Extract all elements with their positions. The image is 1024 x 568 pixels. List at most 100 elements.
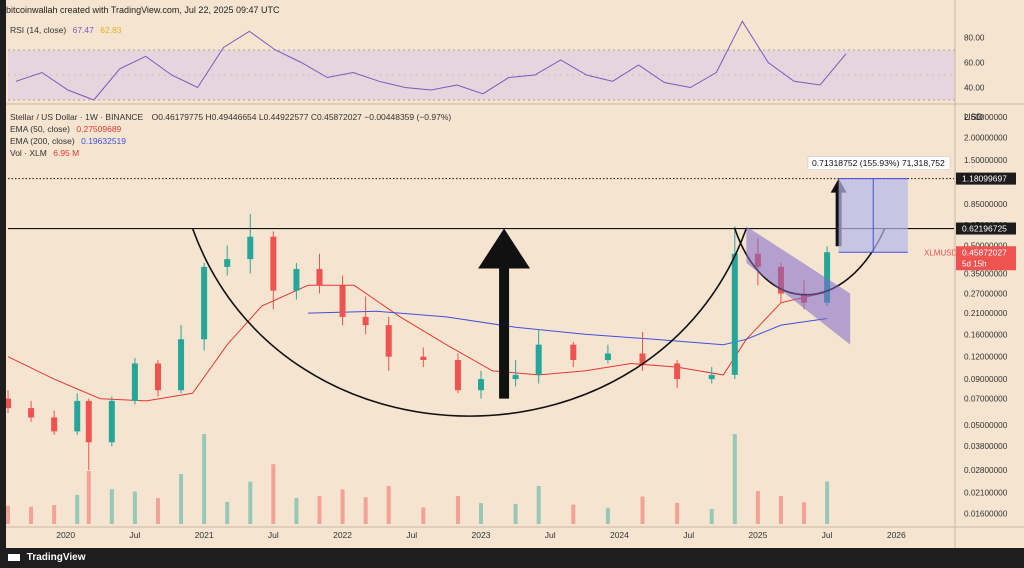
neckline-price-label: 0.62196725 (962, 224, 1007, 234)
currency-label: USD (964, 112, 984, 122)
rsi-tick-label: 40.00 (964, 84, 985, 93)
volume-bar (732, 434, 737, 524)
tradingview-logo[interactable]: TradingView (8, 552, 86, 563)
candle-body (824, 252, 831, 303)
ema200-legend: EMA (200, close) 0.19632519 (10, 136, 126, 146)
volume-bar (571, 504, 576, 524)
candle-body (512, 374, 519, 380)
candle-body (316, 268, 323, 286)
price-tick-label: 0.05000000 (964, 421, 1008, 430)
cup-arc (191, 228, 748, 417)
candle-body (639, 353, 646, 364)
volume-bar (52, 505, 57, 524)
volume-bar (536, 486, 541, 524)
volume-bar (179, 474, 184, 524)
volume-bar (709, 508, 714, 524)
candle-body (247, 236, 254, 260)
candle-body (362, 316, 369, 326)
time-tick-label: 2024 (610, 530, 629, 540)
footer-bar: TradingView (0, 548, 1024, 568)
time-tick-label: 2026 (887, 530, 906, 540)
volume-bar (802, 502, 807, 524)
symbol-title: Stellar / US Dollar · 1W · BINANCE (10, 112, 144, 122)
ema50-value: 0.27509689 (76, 124, 122, 134)
price-tick-label: 0.03800000 (964, 442, 1008, 451)
volume-bar (202, 434, 207, 524)
price-tick-label: 0.21000000 (964, 309, 1008, 318)
volume-bar (294, 498, 299, 524)
time-tick-label: 2022 (333, 530, 352, 540)
volume-legend: Vol · XLM 6.95 M (10, 148, 79, 158)
volume-label: Vol · XLM (10, 148, 47, 158)
candle-body (293, 268, 300, 291)
price-tick-label: 0.35000000 (964, 269, 1008, 278)
rsi-legend: RSI (14, close) 67.47 62.83 (10, 25, 122, 35)
candle-body (85, 400, 92, 443)
volume-bar (340, 489, 345, 524)
volume-bar (640, 496, 645, 524)
ema200-line (307, 310, 828, 346)
falling-channel (746, 226, 851, 345)
price-tick-label: 0.02100000 (964, 488, 1008, 497)
candle-body (28, 408, 35, 418)
chart-canvas[interactable]: 80.00 60.00 40.00 2020 Jul 2021 Jul 2022 Jul 202… (5, 0, 1024, 548)
price-tick-label: 0.27000000 (964, 290, 1008, 299)
candle-body (385, 325, 392, 357)
ema50-line (7, 284, 828, 402)
candle-body (201, 266, 208, 340)
volume-bar (421, 507, 426, 524)
volume-value: 6.95 M (53, 148, 80, 158)
volume-bar (75, 494, 80, 524)
target-price-tag (956, 172, 1016, 185)
chart-panel: 80.00 60.00 40.00 2020 Jul 2021 Jul 2022 Jul 202… (5, 0, 1024, 548)
candle-body (108, 400, 115, 443)
time-tick-label: 2023 (472, 530, 491, 540)
volume-bar (132, 491, 137, 524)
candle-body (454, 359, 461, 391)
candle-body (5, 398, 11, 409)
time-tick-label: 2020 (56, 530, 75, 540)
time-tick-label: Jul (683, 530, 694, 540)
volume-bar (513, 503, 518, 524)
volume-bar (363, 497, 368, 524)
volume-bar (225, 501, 230, 524)
price-tick-label: 2.60000000 (964, 113, 1008, 122)
current-price-tag (956, 246, 1016, 271)
price-tick-label: 2.00000000 (964, 134, 1008, 143)
rsi-tick-label: 80.00 (964, 34, 985, 43)
price-tick-label: 0.85000000 (964, 200, 1008, 209)
candle-body (708, 374, 715, 380)
volume-bar (386, 486, 391, 524)
volume-bar (109, 489, 114, 524)
rsi-label: RSI (14, close) (10, 25, 67, 35)
candle-body (131, 363, 138, 401)
volume-bar (317, 496, 322, 524)
price-tick-label: 0.02800000 (964, 466, 1008, 475)
time-tick-label: Jul (822, 530, 833, 540)
ema200-label: EMA (200, close) (10, 136, 75, 146)
volume-bar (755, 491, 760, 524)
time-tick-label: 2025 (748, 530, 767, 540)
volume-bar (825, 481, 830, 524)
breakout-arrow (478, 228, 531, 399)
time-tick-label: Jul (268, 530, 279, 540)
symbol-legend: Stellar / US Dollar · 1W · BINANCE O0.46… (10, 112, 451, 122)
price-tick-label: 0.07000000 (964, 395, 1008, 404)
current-symbol-label: XLMUSD (924, 248, 958, 257)
price-tick-label: 0.12000000 (964, 353, 1008, 362)
candle-body (178, 339, 185, 391)
rsi-value: 67.47 (72, 25, 94, 35)
volume-bar (6, 505, 10, 524)
volume-bar (675, 502, 680, 524)
candle-body (674, 363, 681, 380)
neckline-price-tag (956, 222, 1016, 235)
current-price-label: 0.45872027 (962, 247, 1007, 257)
time-tick-label: Jul (129, 530, 140, 540)
candle-body (570, 344, 577, 360)
candle-body (478, 379, 484, 391)
volume-bar (155, 498, 160, 524)
price-tick-label: 0.16000000 (964, 330, 1008, 339)
time-tick-label: 2021 (195, 530, 214, 540)
candle-body (51, 417, 58, 432)
